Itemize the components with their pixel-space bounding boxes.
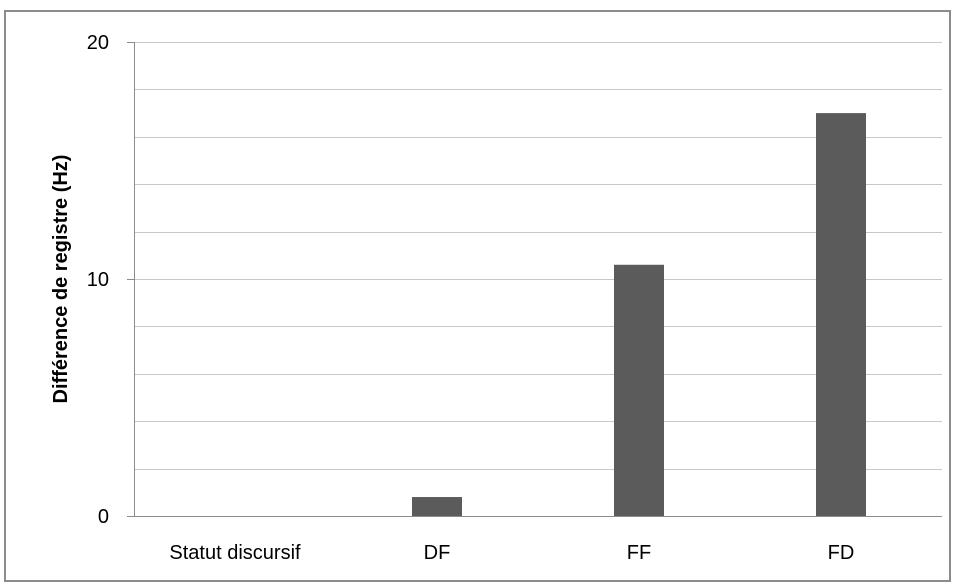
bar-df [412, 497, 462, 516]
bars [412, 113, 866, 516]
x-tick-label: Statut discursif [169, 542, 301, 564]
x-tick-labels: Statut discursif DF FF FD [169, 542, 854, 564]
chart-frame [4, 10, 951, 582]
y-tick-labels: 0 10 20 [87, 32, 109, 528]
y-axis-label: Différence de registre (Hz) [50, 155, 72, 404]
x-tick-label: FF [627, 542, 651, 564]
bar-ff [614, 264, 664, 516]
axes [127, 42, 942, 517]
gridlines [134, 42, 942, 470]
y-tick-label: 10 [87, 269, 109, 291]
x-tick-label: FD [828, 542, 855, 564]
bar-fd [816, 113, 866, 516]
y-tick-label: 0 [98, 506, 109, 528]
x-tick-label: DF [424, 542, 451, 564]
y-tick-label: 20 [87, 32, 109, 54]
